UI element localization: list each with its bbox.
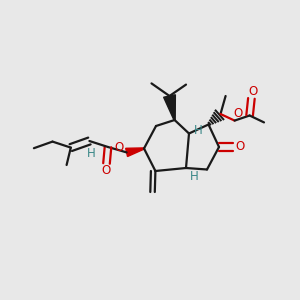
Polygon shape [164,95,175,120]
Text: H: H [194,124,203,137]
Text: O: O [234,107,243,120]
Text: H: H [86,147,95,160]
Polygon shape [126,148,144,157]
Text: O: O [101,164,110,177]
Text: H: H [190,170,199,183]
Text: O: O [236,140,245,154]
Text: O: O [115,141,124,154]
Text: O: O [248,85,257,98]
